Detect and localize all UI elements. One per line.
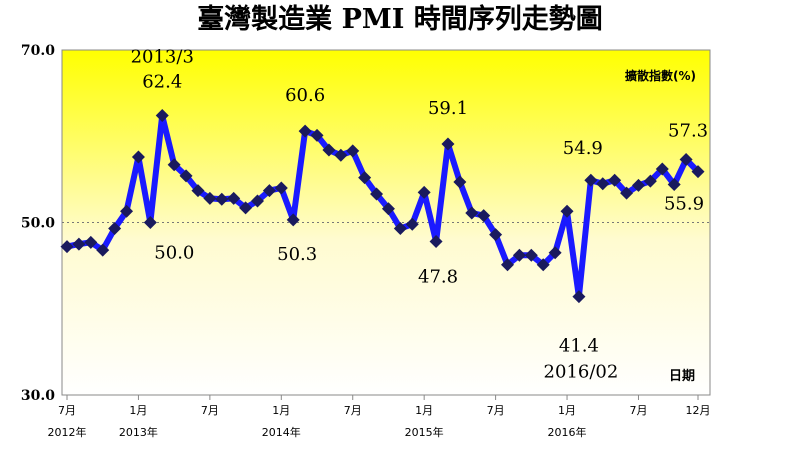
- data-point: [524, 248, 538, 262]
- data-point: [322, 143, 336, 157]
- x-tick-label: 7月: [344, 404, 362, 417]
- data-point: [441, 137, 455, 151]
- x-tick-label: 1月: [415, 404, 433, 417]
- data-point: [465, 206, 479, 220]
- data-point: [691, 165, 705, 179]
- data-point: [179, 169, 193, 183]
- data-point: [489, 228, 503, 242]
- data-point: [608, 173, 622, 187]
- chart-title: 臺灣製造業 PMI 時間序列走勢圖: [197, 3, 603, 35]
- data-point: [453, 175, 467, 189]
- x-tick-label: 7月: [58, 404, 76, 417]
- x-tick-label: 1月: [272, 404, 290, 417]
- x-tick-label: 1月: [129, 404, 147, 417]
- data-point: [60, 240, 74, 254]
- data-label: 59.1: [428, 98, 468, 119]
- data-point: [381, 202, 395, 216]
- data-point: [108, 222, 122, 236]
- y-axis: 30.0 50.0 70.0: [21, 43, 55, 404]
- data-point: [131, 150, 145, 164]
- data-point: [596, 177, 610, 191]
- data-point: [286, 213, 300, 227]
- data-point: [227, 191, 241, 205]
- data-label: 55.9: [664, 194, 704, 215]
- data-point: [203, 191, 217, 205]
- data-point: [310, 128, 324, 142]
- data-point: [536, 258, 550, 272]
- data-label: 60.6: [285, 85, 325, 106]
- data-point: [72, 237, 86, 251]
- x-year-label: 2015年: [405, 425, 444, 439]
- data-label: 62.4: [142, 72, 182, 93]
- data-point: [298, 124, 312, 138]
- data-point: [167, 158, 181, 172]
- data-point: [239, 201, 253, 215]
- data-point: [191, 184, 205, 198]
- data-label-date: 2013/3: [131, 47, 194, 68]
- data-point: [274, 181, 288, 195]
- data-point: [584, 173, 598, 187]
- data-point: [655, 162, 669, 176]
- data-label: 47.8: [418, 266, 458, 287]
- data-label: 57.3: [668, 121, 708, 142]
- data-point: [572, 290, 586, 304]
- data-point: [417, 185, 431, 199]
- data-label-date: 2016/02: [544, 362, 619, 383]
- x-tick-label: 7月: [487, 404, 505, 417]
- data-point: [631, 178, 645, 192]
- x-year-label: 2014年: [262, 425, 301, 439]
- data-point: [679, 153, 693, 167]
- x-year-label: 2016年: [548, 425, 587, 439]
- data-point: [620, 186, 634, 200]
- data-point: [643, 174, 657, 188]
- series-pmi: [60, 109, 705, 304]
- data-point: [84, 235, 98, 249]
- x-tick-label: 1月: [558, 404, 576, 417]
- data-point: [250, 194, 264, 208]
- x-tick-label: 7月: [629, 404, 647, 417]
- x-tick-label: 7月: [201, 404, 219, 417]
- data-point: [120, 204, 134, 218]
- data-point: [96, 243, 110, 257]
- data-point: [334, 148, 348, 162]
- data-point: [405, 217, 419, 231]
- data-point: [548, 246, 562, 260]
- data-point: [358, 171, 372, 185]
- y-tick-label: 30.0: [21, 388, 55, 404]
- data-label: 41.4: [559, 336, 599, 357]
- data-point: [501, 258, 515, 272]
- x-year-label: 2013年: [119, 425, 158, 439]
- data-point: [560, 204, 574, 218]
- x-axis: 7月 2012年 1月 2013年 7月 1月 2014年 7月 1月 2015年 7月 1月 2016…: [48, 395, 711, 439]
- y-axis-label: 擴散指數(%): [625, 68, 696, 83]
- data-label: 50.3: [277, 244, 317, 265]
- y-tick-label: 70.0: [21, 43, 55, 59]
- data-point: [262, 184, 276, 198]
- data-point: [346, 144, 360, 158]
- data-label: 50.0: [154, 243, 194, 264]
- annotations: 62.4 2013/3 50.0 60.6 50.3 59.1 47.8 54.9 41.4 20…: [131, 47, 709, 383]
- data-point: [512, 248, 526, 262]
- data-point: [143, 216, 157, 229]
- data-point: [155, 109, 169, 123]
- data-point: [215, 192, 229, 206]
- data-label: 54.9: [563, 138, 603, 159]
- data-point: [477, 209, 491, 223]
- data-point: [429, 234, 443, 248]
- data-point: [370, 187, 384, 201]
- data-point: [393, 222, 407, 236]
- x-axis-label: 日期: [669, 369, 695, 384]
- x-year-label: 2012年: [48, 425, 87, 439]
- data-point: [667, 178, 681, 192]
- y-tick-label: 50.0: [21, 216, 55, 232]
- x-tick-label: 12月: [686, 404, 711, 417]
